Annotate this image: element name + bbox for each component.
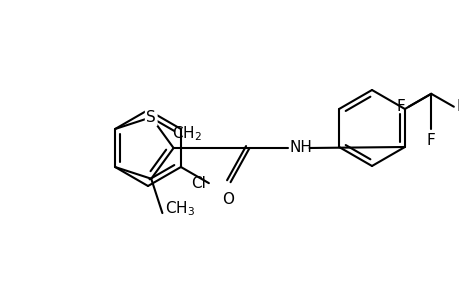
Text: O: O <box>222 192 234 207</box>
Text: F: F <box>456 99 459 114</box>
Text: CH$_3$: CH$_3$ <box>165 200 195 218</box>
Text: Cl: Cl <box>190 176 206 191</box>
Text: NH: NH <box>289 140 312 154</box>
Text: CH$_2$: CH$_2$ <box>171 125 201 143</box>
Text: F: F <box>426 133 435 148</box>
Text: F: F <box>396 99 405 114</box>
Text: S: S <box>146 110 156 125</box>
